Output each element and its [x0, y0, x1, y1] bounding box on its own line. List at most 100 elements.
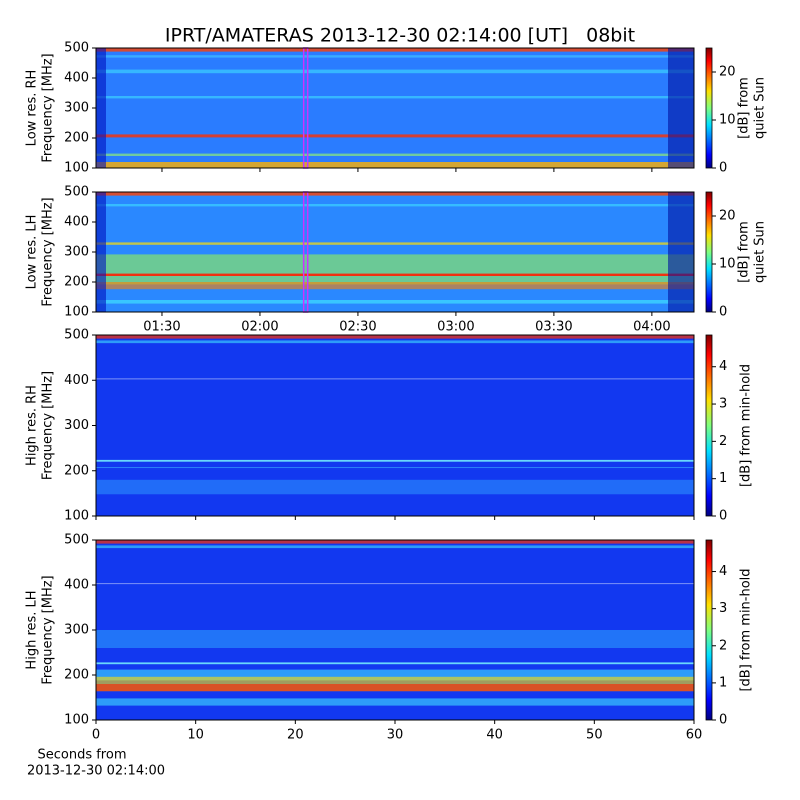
x-tick-label: 01:30 — [143, 320, 180, 335]
y-tick-label: 500 — [64, 533, 89, 548]
y-tick-label: 500 — [64, 328, 89, 343]
y-tick-label: 200 — [64, 131, 89, 146]
colorbar-tick-label: 1 — [719, 675, 727, 690]
colorbar-tick-label: 1 — [719, 471, 727, 486]
x-tick-label: 02:00 — [241, 320, 278, 335]
x-tick-label: 60 — [686, 728, 703, 743]
colorbar-tick-label: 3 — [719, 397, 727, 412]
y-tick-label: 200 — [64, 463, 89, 478]
heatmap-band — [96, 69, 694, 74]
heatmap-band — [96, 583, 694, 585]
y-axis-label: High res. LH — [25, 590, 40, 669]
colorbar-label: quiet Sun — [753, 77, 768, 139]
heatmap-band — [96, 662, 694, 665]
heatmap-band — [96, 459, 694, 462]
colorbar — [705, 334, 713, 517]
heatmap-band — [96, 254, 694, 285]
colorbar-tick-label: 20 — [719, 209, 736, 224]
y-axis-label: Frequency [MHz] — [41, 371, 56, 480]
colorbar-tick-label: 0 — [719, 305, 727, 320]
heatmap-band — [96, 335, 694, 339]
colorbar-tick-label: 2 — [719, 638, 727, 653]
heatmap-band — [668, 48, 694, 168]
y-tick-label: 400 — [64, 215, 89, 230]
heatmap-band — [96, 153, 694, 156]
y-tick-label: 100 — [64, 305, 89, 320]
y-tick-label: 200 — [64, 668, 89, 683]
heatmap-image — [96, 192, 694, 312]
y-axis-label: Frequency [MHz] — [41, 197, 56, 306]
colorbar-tick-label: 4 — [719, 564, 727, 579]
x-tick-label: 10 — [187, 728, 204, 743]
x-axis-label: 2013-12-30 02:14:00 — [27, 764, 165, 779]
heatmap-band — [96, 55, 694, 58]
heatmap-image — [96, 48, 694, 168]
colorbar-tick-label: 10 — [719, 257, 736, 272]
colorbar-tick-label: 3 — [719, 601, 727, 616]
x-tick-label: 30 — [387, 728, 404, 743]
colorbar-tick-label: 2 — [719, 434, 727, 449]
colorbar-label: quiet Sun — [753, 221, 768, 283]
heatmap-band — [96, 684, 694, 692]
heatmap-band — [96, 340, 694, 344]
heatmap-band — [96, 273, 694, 276]
heatmap-band — [96, 48, 694, 52]
y-tick-label: 400 — [64, 71, 89, 86]
x-tick-label: 03:30 — [535, 320, 572, 335]
x-tick-label: 20 — [287, 728, 304, 743]
heatmap-band — [96, 479, 694, 495]
heatmap-band — [96, 96, 694, 99]
y-tick-label: 100 — [64, 161, 89, 176]
heatmap-band — [96, 540, 694, 544]
colorbar — [705, 539, 713, 721]
x-tick-label: 02:30 — [339, 320, 376, 335]
y-axis-label: Low res. LH — [25, 215, 40, 290]
x-tick-label: 40 — [486, 728, 503, 743]
y-axis-label: Frequency [MHz] — [41, 575, 56, 684]
heatmap-band — [96, 192, 106, 312]
y-tick-label: 400 — [64, 578, 89, 593]
heatmap-band — [96, 204, 694, 207]
colorbar-label: [dB] from min-hold — [739, 364, 754, 487]
heatmap-band — [96, 630, 694, 648]
colorbar-tick-label: 4 — [719, 359, 727, 374]
colorbar-label: [dB] from min-hold — [739, 568, 754, 691]
heatmap-band — [96, 300, 694, 304]
y-tick-label: 100 — [64, 509, 89, 524]
x-tick-label: 50 — [586, 728, 603, 743]
heatmap-band — [96, 669, 694, 681]
colorbar — [705, 191, 713, 313]
heatmap-band — [96, 162, 694, 168]
y-tick-label: 300 — [64, 418, 89, 433]
x-tick-label: 0 — [92, 728, 100, 743]
y-tick-label: 300 — [64, 623, 89, 638]
colorbar-label: [dB] from — [737, 77, 752, 139]
x-tick-label: 04:00 — [633, 320, 670, 335]
y-axis-label: Frequency [MHz] — [41, 53, 56, 162]
heatmap-band — [96, 545, 694, 549]
y-tick-label: 500 — [64, 185, 89, 200]
colorbar-tick-label: 0 — [719, 509, 727, 524]
colorbar-tick-label: 0 — [719, 161, 727, 176]
y-tick-label: 400 — [64, 373, 89, 388]
heatmap-band — [668, 192, 694, 312]
x-axis-label: Seconds from — [37, 748, 126, 763]
y-tick-label: 300 — [64, 245, 89, 260]
y-tick-label: 300 — [64, 101, 89, 116]
heatmap-band — [96, 242, 694, 245]
heatmap-band — [96, 192, 694, 196]
heatmap-band — [96, 282, 694, 290]
heatmap-band — [96, 698, 694, 706]
colorbar-tick-label: 20 — [719, 65, 736, 80]
heatmap-band — [96, 48, 106, 168]
colorbar-tick-label: 10 — [719, 113, 736, 128]
y-axis-label: Low res. RH — [25, 70, 40, 147]
y-axis-label: High res. RH — [25, 385, 40, 466]
y-tick-label: 200 — [64, 275, 89, 290]
colorbar-label: [dB] from — [737, 221, 752, 283]
chart-title: IPRT/AMATERAS 2013-12-30 02:14:00 [UT] 0… — [165, 25, 635, 47]
y-tick-label: 500 — [64, 41, 89, 56]
colorbar-tick-label: 0 — [719, 713, 727, 728]
colorbar — [705, 47, 713, 169]
